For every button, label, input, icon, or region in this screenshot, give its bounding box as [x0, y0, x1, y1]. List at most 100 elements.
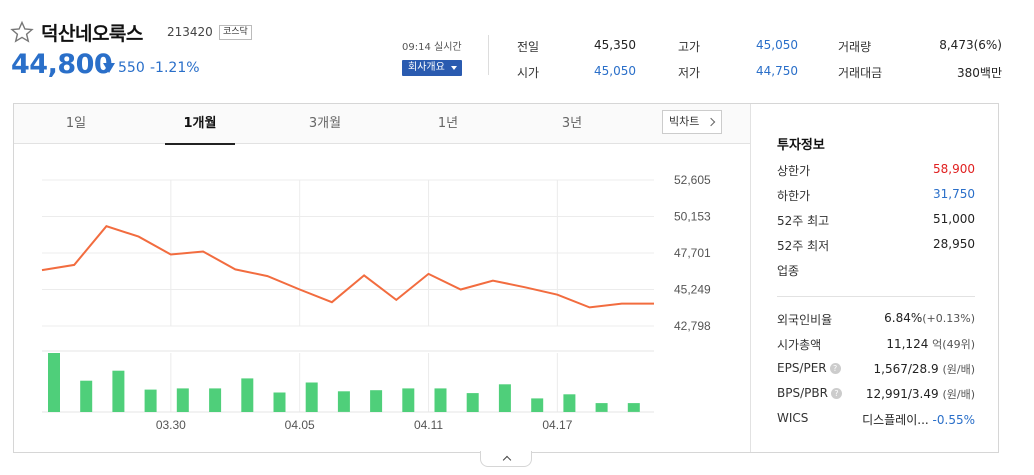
- amount-label: 거래대금: [838, 66, 883, 80]
- prev-close-value: 45,350: [594, 38, 636, 52]
- y-tick-label: 42,798: [674, 319, 711, 333]
- price-change-rate: -1.21%: [150, 60, 200, 76]
- volume-bar: [176, 388, 189, 412]
- tab-1month[interactable]: 1개월: [165, 104, 235, 145]
- volume-bar: [273, 392, 286, 412]
- volume-bar: [466, 393, 479, 412]
- tab-1day[interactable]: 1일: [65, 116, 87, 131]
- low-value: 44,750: [756, 64, 798, 78]
- amount-value: 380백만: [957, 66, 1002, 80]
- foreign-ratio-row: 외국인비율 6.84%(+0.13%): [777, 311, 975, 327]
- low52-value: 28,950: [933, 237, 975, 251]
- foreign-ratio-number: 6.84%: [884, 311, 923, 325]
- info-separator: [777, 296, 975, 297]
- chevron-right-icon: [706, 117, 716, 127]
- high52-value: 51,000: [933, 212, 975, 226]
- low52-row: 52주 최저 28,950: [777, 237, 975, 253]
- down-arrow-icon: [103, 63, 115, 73]
- volume-bar: [209, 388, 222, 412]
- chevron-up-icon: [502, 455, 512, 465]
- eps-per-row: EPS/PER? 1,567/28.9 (원/배): [777, 361, 975, 377]
- big-chart-button[interactable]: 빅차트: [662, 110, 722, 134]
- foreign-ratio-label: 외국인비율: [777, 313, 833, 327]
- eps-per-value: 1,567/28.9 (원/배): [874, 361, 975, 377]
- y-tick-label: 52,605: [674, 173, 711, 187]
- market-cap-number: 11,124: [886, 337, 929, 351]
- help-icon[interactable]: ?: [829, 363, 841, 374]
- x-tick-label: 03.30: [156, 418, 186, 432]
- price-line: [41, 225, 654, 309]
- wics-value[interactable]: 디스플레이... -0.55%: [862, 411, 975, 428]
- upper-limit-row: 상한가 58,900: [777, 162, 975, 178]
- volume-bar: [531, 398, 544, 412]
- volume-bar: [80, 380, 93, 412]
- eps-per-label: EPS/PER?: [777, 361, 841, 375]
- stock-code: 213420: [167, 25, 213, 39]
- caret-down-icon: [451, 66, 457, 70]
- chart-panel: 1일 1개월 3개월 1년 3년 빅차트 52,605 50,153 47,701 4…: [14, 104, 750, 452]
- volume-bar: [370, 390, 383, 412]
- eps-per-number: 1,567/28.9: [873, 362, 939, 376]
- tab-3year[interactable]: 3년: [561, 116, 583, 131]
- upper-limit-label: 상한가: [777, 164, 811, 178]
- industry-row: 업종: [777, 262, 975, 278]
- volume-bar: [241, 378, 254, 412]
- eps-per-unit: (원/배): [942, 363, 975, 376]
- collapse-toggle[interactable]: [480, 451, 532, 467]
- volume-bar: [305, 382, 318, 412]
- volume-bar: [595, 403, 608, 412]
- bps-pbr-number: 12,991/3.49: [865, 387, 939, 401]
- market-cap-row: 시가총액 11,124 억(49위): [777, 336, 975, 352]
- y-tick-label: 45,249: [674, 283, 711, 297]
- eps-per-text: EPS/PER: [777, 361, 827, 375]
- wics-row: WICS 디스플레이... -0.55%: [777, 411, 975, 427]
- stock-name: 덕산네오룩스: [41, 23, 143, 45]
- wics-change: -0.55%: [932, 413, 975, 427]
- realtime-label: 09:14 실시간: [402, 42, 462, 53]
- upper-limit-value: 58,900: [933, 162, 975, 176]
- volume-bar: [563, 394, 576, 412]
- foreign-ratio-value: 6.84%(+0.13%): [884, 311, 975, 325]
- high52-label: 52주 최고: [777, 214, 830, 228]
- x-tick-label: 04.05: [285, 418, 315, 432]
- volume-bar: [48, 353, 60, 412]
- prev-close-label: 전일: [517, 40, 540, 54]
- high-value: 45,050: [756, 38, 798, 52]
- tab-3month[interactable]: 3개월: [308, 116, 342, 131]
- help-icon[interactable]: ?: [830, 388, 842, 399]
- lower-limit-row: 하한가 31,750: [777, 187, 975, 203]
- market-cap-value: 11,124 억(49위): [886, 336, 975, 352]
- volume-bar: [144, 389, 157, 412]
- period-tabbar: 1일 1개월 3개월 1년 3년 빅차트: [14, 104, 750, 145]
- favorite-star-icon[interactable]: [10, 20, 34, 44]
- company-overview-button[interactable]: 회사개요: [402, 60, 462, 76]
- wics-sector[interactable]: 디스플레이...: [862, 413, 929, 427]
- open-label: 시가: [517, 66, 540, 80]
- market-badge: 코스닥: [219, 25, 252, 40]
- volume-bar: [434, 388, 447, 412]
- bps-pbr-text: BPS/PBR: [777, 386, 828, 400]
- panel-divider: [750, 104, 751, 452]
- volume-bar: [337, 391, 350, 412]
- industry-label: 업종: [777, 264, 800, 278]
- foreign-ratio-change: (+0.13%): [922, 312, 975, 325]
- volume-bar: [498, 384, 511, 412]
- bps-pbr-value: 12,991/3.49 (원/배): [866, 386, 975, 402]
- volume-bar: [627, 403, 640, 412]
- bps-pbr-row: BPS/PBR? 12,991/3.49 (원/배): [777, 386, 975, 402]
- investment-info-panel: 투자정보 상한가 58,900 하한가 31,750 52주 최고 51,000…: [751, 104, 998, 452]
- price-chart: 52,605 50,153 47,701 45,249 42,798 03.30 04.05…: [41, 173, 711, 432]
- high-label: 고가: [678, 40, 701, 54]
- big-chart-label: 빅차트: [669, 115, 700, 128]
- volume-bar: [112, 370, 125, 412]
- market-cap-unit: 억(49위): [932, 338, 975, 351]
- market-cap-label: 시가총액: [777, 338, 822, 352]
- open-value: 45,050: [594, 64, 636, 78]
- wics-label: WICS: [777, 411, 809, 425]
- volume-value: 8,473(6%): [939, 38, 1002, 52]
- company-overview-label: 회사개요: [408, 62, 445, 73]
- x-tick-label: 04.11: [414, 418, 443, 432]
- investment-info-title: 투자정보: [777, 138, 825, 153]
- tab-1year[interactable]: 1년: [437, 116, 459, 131]
- bps-pbr-label: BPS/PBR?: [777, 386, 842, 400]
